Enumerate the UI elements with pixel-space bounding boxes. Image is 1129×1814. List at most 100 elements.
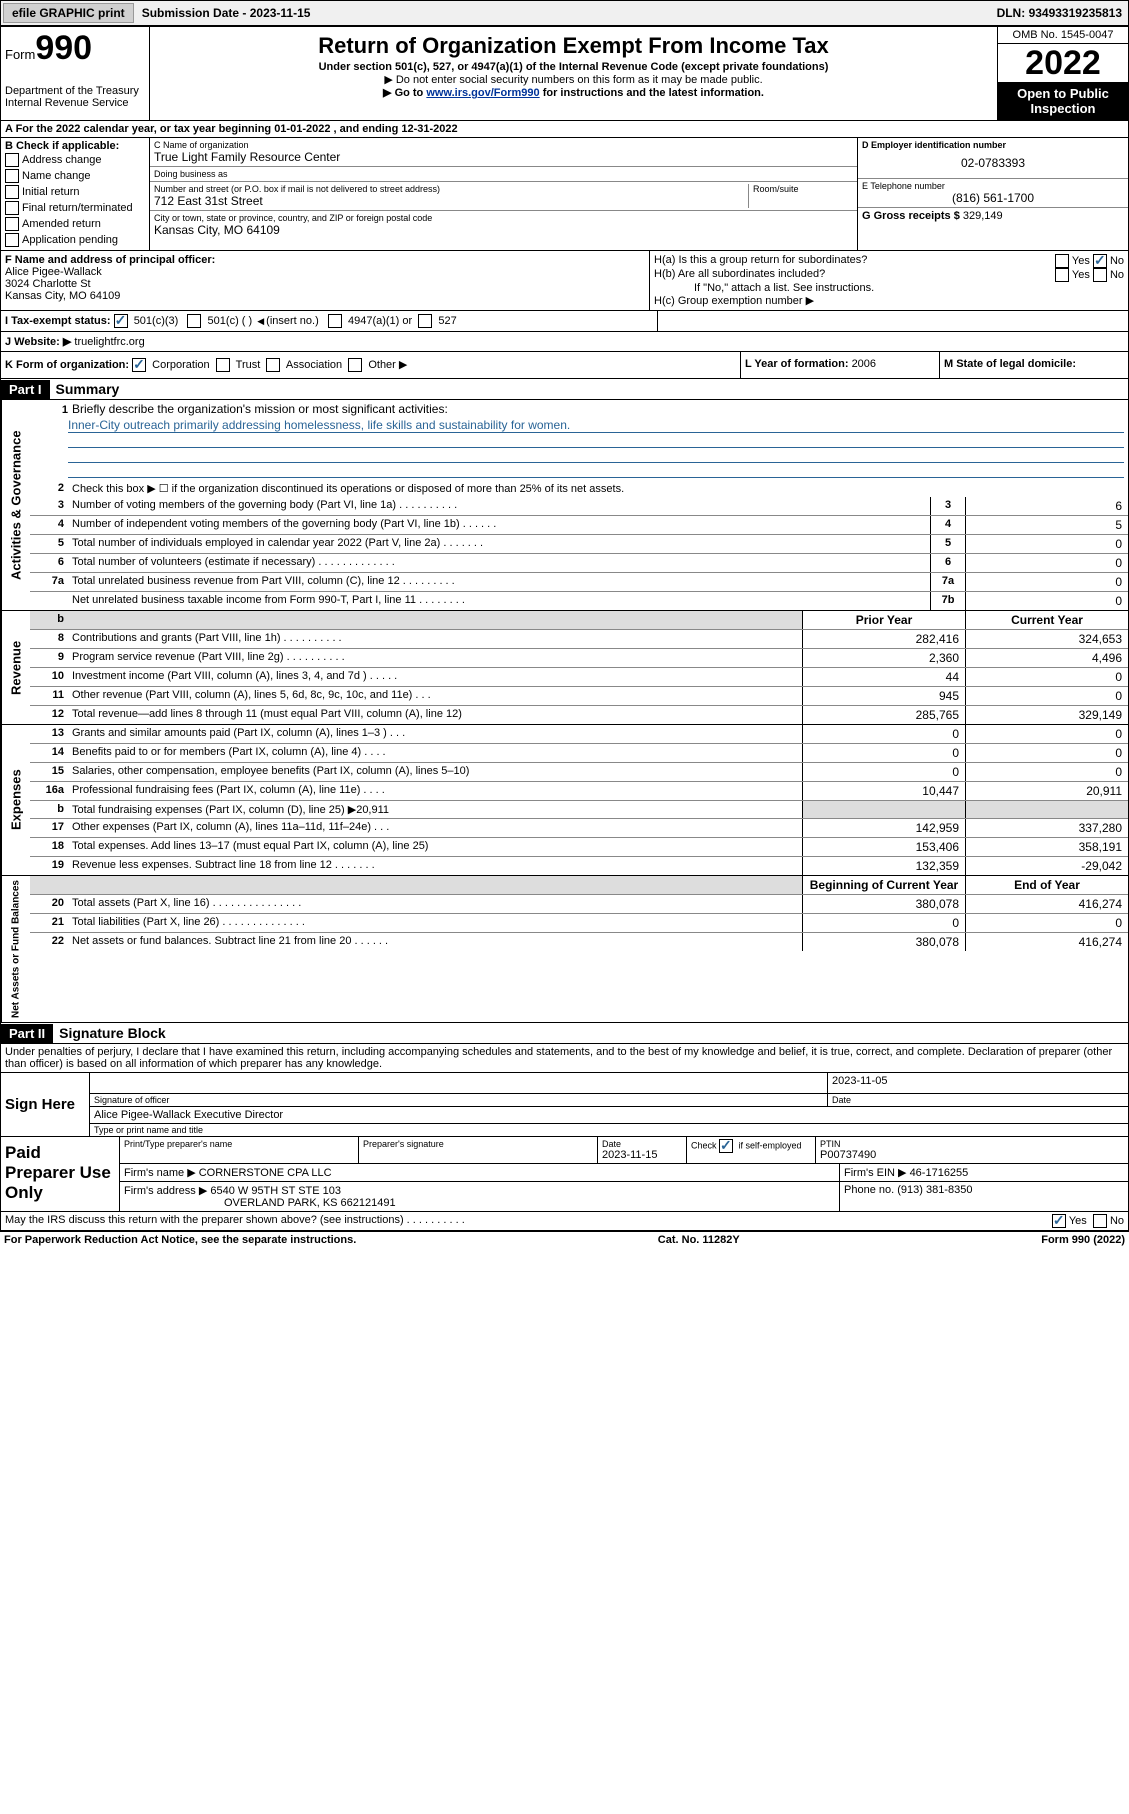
table-cell: 0 <box>802 725 965 743</box>
gross-receipts: 329,149 <box>963 210 1003 222</box>
cb-self-employed[interactable] <box>719 1139 733 1153</box>
table-cell: 0 <box>802 914 965 932</box>
ptin-value: P00737490 <box>820 1149 1124 1161</box>
cb-4947[interactable] <box>328 314 342 328</box>
group-return-section: H(a) Is this a group return for subordin… <box>650 251 1128 310</box>
cb-amended-return[interactable] <box>5 217 19 231</box>
table-cell: 0 <box>802 763 965 781</box>
vtab-governance: Activities & Governance <box>1 400 30 610</box>
phone-value: (816) 561-1700 <box>862 191 1124 205</box>
cb-ha-yes[interactable] <box>1055 254 1069 268</box>
row-i: I Tax-exempt status: 501(c)(3) 501(c) ( … <box>0 311 1129 332</box>
part2-header: Part II <box>1 1024 53 1043</box>
form-header: Form990 Department of the Treasury Inter… <box>0 26 1129 121</box>
note-ssn: ▶ Do not enter social security numbers o… <box>154 73 993 86</box>
irs-link[interactable]: www.irs.gov/Form990 <box>426 87 539 99</box>
cb-hb-no[interactable] <box>1093 268 1107 282</box>
table-cell: 0 <box>965 592 1128 610</box>
table-cell: 132,359 <box>802 857 965 875</box>
irs-label: Internal Revenue Service <box>5 97 145 109</box>
table-cell: 142,959 <box>802 819 965 837</box>
table-cell: 10,447 <box>802 782 965 800</box>
table-cell: 0 <box>965 914 1128 932</box>
omb-number: OMB No. 1545-0047 <box>998 27 1128 44</box>
submission-date-label: Submission Date - 2023-11-15 <box>136 4 317 22</box>
activities-governance-section: Activities & Governance 1Briefly describ… <box>0 400 1129 611</box>
table-cell: 2,360 <box>802 649 965 667</box>
cb-527[interactable] <box>418 314 432 328</box>
principal-officer: F Name and address of principal officer:… <box>1 251 650 310</box>
public-inspection: Open to Public Inspection <box>998 82 1128 120</box>
table-cell: 0 <box>965 668 1128 686</box>
cb-trust[interactable] <box>216 358 230 372</box>
cb-association[interactable] <box>266 358 280 372</box>
table-cell: 5 <box>965 516 1128 534</box>
row-klm: K Form of organization: Corporation Trus… <box>0 352 1129 379</box>
table-cell: 153,406 <box>802 838 965 856</box>
cb-discuss-no[interactable] <box>1093 1214 1107 1228</box>
officer-name: Alice Pigee-Wallack Executive Director <box>90 1107 1128 1123</box>
table-cell: 0 <box>965 554 1128 572</box>
table-cell: 0 <box>802 744 965 762</box>
table-cell: 0 <box>965 573 1128 591</box>
tax-year: 2022 <box>998 44 1128 82</box>
table-cell: 337,280 <box>965 819 1128 837</box>
firm-ein: 46-1716255 <box>910 1167 969 1179</box>
cb-name-change[interactable] <box>5 169 19 183</box>
dept-treasury: Department of the Treasury <box>5 85 145 97</box>
table-cell: 329,149 <box>965 706 1128 724</box>
part2-title: Signature Block <box>53 1023 172 1043</box>
cb-other[interactable] <box>348 358 362 372</box>
part1-header-row: Part I Summary <box>0 379 1129 400</box>
footer-mid: Cat. No. 11282Y <box>658 1234 740 1246</box>
table-cell: 380,078 <box>802 895 965 913</box>
section-bcd: B Check if applicable: Address change Na… <box>0 138 1129 251</box>
cb-application-pending[interactable] <box>5 233 19 247</box>
table-cell: 0 <box>965 535 1128 553</box>
cb-501c3[interactable] <box>114 314 128 328</box>
header-center: Return of Organization Exempt From Incom… <box>150 27 997 120</box>
street-address: 712 East 31st Street <box>154 194 748 208</box>
table-cell: 945 <box>802 687 965 705</box>
firm-name: CORNERSTONE CPA LLC <box>199 1167 332 1179</box>
line-a-tax-year: A For the 2022 calendar year, or tax yea… <box>0 121 1129 138</box>
cb-discuss-yes[interactable] <box>1052 1214 1066 1228</box>
table-cell: 358,191 <box>965 838 1128 856</box>
org-name: True Light Family Resource Center <box>154 150 853 164</box>
table-cell: 20,911 <box>965 782 1128 800</box>
footer-right: Form 990 (2022) <box>1041 1234 1125 1246</box>
vtab-expenses: Expenses <box>1 725 30 875</box>
table-cell: 380,078 <box>802 933 965 951</box>
header-left: Form990 Department of the Treasury Inter… <box>1 27 150 120</box>
city-state-zip: Kansas City, MO 64109 <box>154 223 853 237</box>
form-subtitle: Under section 501(c), 527, or 4947(a)(1)… <box>154 61 993 73</box>
year-formation: 2006 <box>852 358 876 370</box>
cb-ha-no[interactable] <box>1093 254 1107 268</box>
cb-initial-return[interactable] <box>5 185 19 199</box>
mission-text: Inner-City outreach primarily addressing… <box>68 418 1124 433</box>
cb-corporation[interactable] <box>132 358 146 372</box>
note-link: ▶ Go to www.irs.gov/Form990 for instruct… <box>154 86 993 99</box>
ein-value: 02-0783393 <box>862 150 1124 176</box>
sign-date: 2023-11-05 <box>828 1073 1128 1094</box>
discuss-row: May the IRS discuss this return with the… <box>0 1212 1129 1231</box>
table-cell: 0 <box>965 763 1128 781</box>
paid-preparer-section: Paid Preparer Use Only Print/Type prepar… <box>0 1137 1129 1212</box>
cb-501c[interactable] <box>187 314 201 328</box>
row-j: J Website: ▶ truelightfrc.org <box>0 332 1129 352</box>
cb-address-change[interactable] <box>5 153 19 167</box>
header-right: OMB No. 1545-0047 2022 Open to Public In… <box>997 27 1128 120</box>
column-c-org-info: C Name of organization True Light Family… <box>150 138 857 250</box>
cb-final-return[interactable] <box>5 201 19 215</box>
efile-print-button[interactable]: efile GRAPHIC print <box>3 3 134 23</box>
part2-header-row: Part II Signature Block <box>0 1023 1129 1044</box>
row-f-h: F Name and address of principal officer:… <box>0 251 1129 311</box>
cb-hb-yes[interactable] <box>1055 268 1069 282</box>
column-b-checkboxes: B Check if applicable: Address change Na… <box>1 138 150 250</box>
table-cell: 416,274 <box>965 933 1128 951</box>
paid-preparer-label: Paid Preparer Use Only <box>1 1137 119 1211</box>
penalties-text: Under penalties of perjury, I declare th… <box>0 1044 1129 1073</box>
table-cell: 6 <box>965 497 1128 515</box>
expenses-section: Expenses 13Grants and similar amounts pa… <box>0 725 1129 876</box>
website-value: truelightfrc.org <box>74 336 144 348</box>
